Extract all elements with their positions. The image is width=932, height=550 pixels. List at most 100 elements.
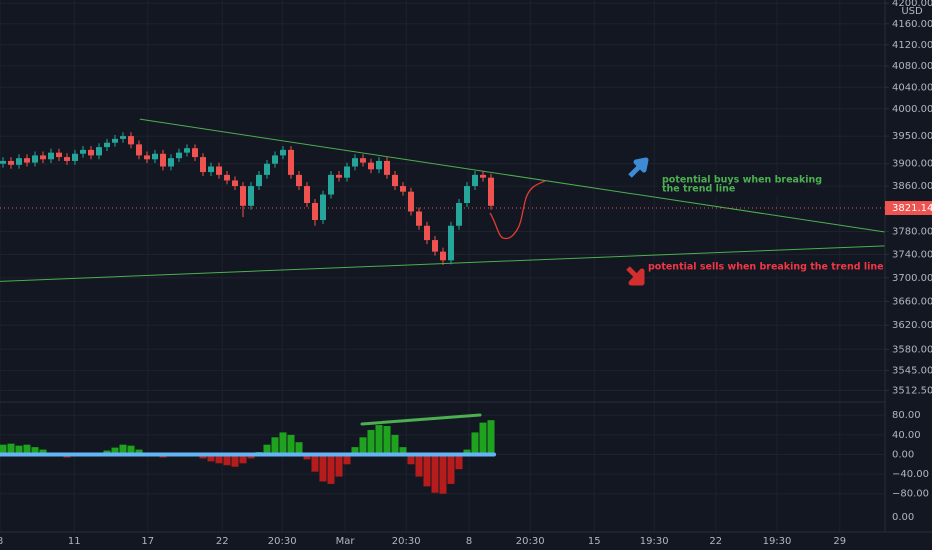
last-price-label: 3821.14 bbox=[892, 203, 932, 214]
histogram-bar bbox=[31, 447, 39, 455]
y-tick-label: 4000.00 bbox=[892, 104, 932, 115]
histogram-bar bbox=[15, 445, 23, 455]
trend-line bbox=[139, 118, 886, 233]
histogram-bar bbox=[311, 454, 319, 472]
candle-body bbox=[144, 155, 150, 160]
sell-note: potential sells when breaking the trend … bbox=[648, 262, 884, 273]
histogram-bar bbox=[23, 444, 31, 455]
marks bbox=[0, 118, 886, 494]
y-tick-label: 3700.00 bbox=[892, 273, 932, 284]
histogram-bar bbox=[439, 454, 447, 494]
candle-body bbox=[320, 194, 326, 221]
hand-drawn-path bbox=[489, 180, 546, 240]
candle-body bbox=[424, 225, 430, 241]
candle-body bbox=[200, 157, 206, 173]
candle-body bbox=[96, 147, 102, 156]
y-tick-label: 3860.00 bbox=[892, 181, 932, 192]
histogram-bar bbox=[359, 437, 367, 455]
candle-body bbox=[336, 174, 342, 178]
histogram-bar bbox=[119, 444, 127, 455]
candle-body bbox=[8, 160, 14, 165]
histogram-bar bbox=[239, 454, 247, 464]
currency-label: USD bbox=[901, 6, 923, 17]
histogram-bar bbox=[295, 442, 303, 455]
candle-body bbox=[312, 202, 318, 221]
candle-body bbox=[168, 158, 174, 167]
buy-note: potential buys when breaking bbox=[662, 175, 822, 186]
buy-note: the trend line bbox=[662, 184, 735, 195]
histogram-bar bbox=[215, 454, 223, 464]
histogram-bar bbox=[471, 432, 479, 455]
x-tick-label: 11 bbox=[68, 536, 81, 547]
candle-body bbox=[392, 174, 398, 187]
candle-body bbox=[448, 225, 454, 261]
candle-body bbox=[488, 177, 494, 206]
sell-arrow bbox=[626, 266, 645, 286]
histogram-bar bbox=[327, 454, 335, 484]
candle-body bbox=[456, 202, 462, 226]
candle-body bbox=[240, 186, 246, 206]
candle-body bbox=[440, 251, 446, 261]
y-tick-label: 3900.00 bbox=[892, 159, 932, 170]
histogram-bar bbox=[351, 447, 359, 455]
histogram-bar bbox=[447, 454, 455, 484]
histogram-bar bbox=[271, 437, 279, 455]
y-tick-label: −80.00 bbox=[892, 489, 929, 500]
candle-body bbox=[248, 186, 254, 206]
y-tick-label: 3580.00 bbox=[892, 344, 932, 355]
candle-body bbox=[400, 186, 406, 192]
candle-body bbox=[48, 152, 54, 160]
histogram-bar bbox=[127, 445, 135, 455]
x-tick-label: 29 bbox=[833, 536, 846, 547]
candle-body bbox=[216, 166, 222, 175]
candle-body bbox=[328, 174, 334, 195]
histogram-bar bbox=[367, 429, 375, 455]
histogram-bar bbox=[391, 434, 399, 455]
candle-body bbox=[24, 158, 30, 163]
candle-body bbox=[480, 174, 486, 178]
candle-body bbox=[0, 160, 6, 164]
histogram-bar bbox=[407, 454, 415, 465]
last-price-box bbox=[885, 201, 932, 216]
x-tick-label: 17 bbox=[141, 536, 154, 547]
candle-body bbox=[40, 155, 46, 160]
y-tick-label: 3660.00 bbox=[892, 296, 932, 307]
candle-body bbox=[272, 155, 278, 164]
candle-body bbox=[384, 160, 390, 175]
histogram-bar bbox=[303, 454, 311, 460]
y-tick-label: 40.00 bbox=[892, 430, 921, 441]
x-tick-label: 8 bbox=[0, 536, 3, 547]
candle-body bbox=[280, 149, 286, 156]
candle-body bbox=[160, 153, 166, 167]
candle-body bbox=[56, 152, 62, 158]
y-tick-label: 3950.00 bbox=[892, 131, 932, 142]
candle-body bbox=[432, 240, 438, 252]
histogram-bar bbox=[135, 449, 143, 455]
histogram-bar bbox=[111, 447, 119, 455]
x-tick-label: 19:30 bbox=[640, 536, 669, 547]
histogram-bar bbox=[279, 432, 287, 455]
candle-body bbox=[296, 174, 302, 187]
histogram-bar bbox=[375, 425, 383, 455]
x-tick-label: Mar bbox=[336, 536, 356, 547]
candle-body bbox=[184, 148, 190, 153]
candle-body bbox=[368, 162, 374, 170]
candle-body bbox=[176, 152, 182, 159]
candle-body bbox=[64, 157, 70, 161]
candle-body bbox=[224, 174, 230, 181]
candle-body bbox=[104, 142, 110, 148]
histogram-bar bbox=[287, 434, 295, 455]
y-tick-label: 80.00 bbox=[892, 410, 921, 421]
candle-body bbox=[128, 136, 134, 145]
y-tick-label: 0.00 bbox=[892, 449, 914, 460]
y-tick-label: 3740.00 bbox=[892, 250, 932, 261]
histogram-bar bbox=[0, 444, 7, 455]
candle-body bbox=[72, 153, 78, 161]
candle-body bbox=[416, 211, 422, 226]
candle-body bbox=[264, 163, 270, 175]
x-tick-label: 8 bbox=[466, 536, 472, 547]
x-tick-label: 22 bbox=[216, 536, 229, 547]
candle-body bbox=[32, 155, 38, 163]
